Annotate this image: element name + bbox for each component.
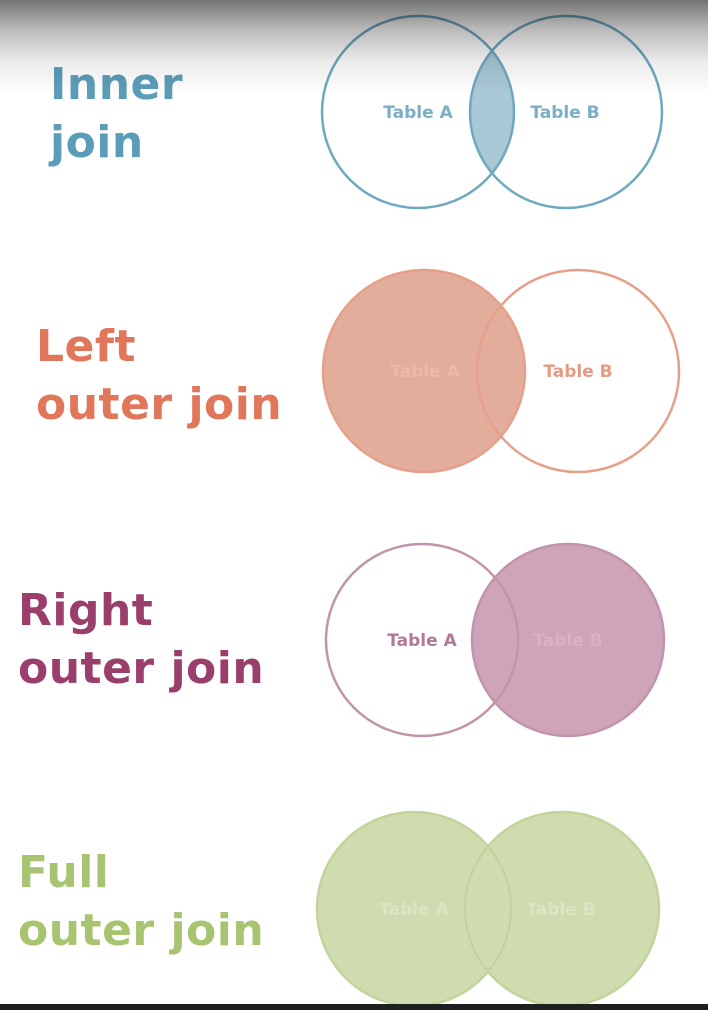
right-outer-join-circle-b-fill <box>472 544 664 736</box>
full-outer-join-circle-b-fill <box>465 812 659 1006</box>
right-outer-join-table-b-label: Table B <box>533 631 602 651</box>
left-outer-join-circle-a <box>321 268 527 474</box>
full-outer-join-title: Full outer join <box>18 844 264 960</box>
inner-join-venn-diagram: Table A Table B <box>320 14 664 210</box>
full-outer-join-table-a-label: Table A <box>379 900 449 920</box>
inner-join-table-a-label: Table A <box>383 103 453 123</box>
right-outer-join-circle-b <box>470 542 666 738</box>
right-outer-join-venn-diagram: Table A Table B <box>324 542 666 738</box>
left-outer-join-table-a-label: Table A <box>390 362 460 382</box>
left-outer-join-title-line1: Left <box>36 321 137 372</box>
full-outer-join-title-line1: Full <box>18 847 110 898</box>
right-outer-join-title-line2: outer join <box>18 643 265 694</box>
bottom-bar <box>0 1004 708 1010</box>
right-outer-join-title-line1: Right <box>18 585 154 636</box>
right-outer-join-table-a-label: Table A <box>387 631 457 651</box>
left-outer-join-title: Left outer join <box>36 318 282 434</box>
right-outer-join-title: Right outer join <box>18 582 264 698</box>
inner-join-table-b-label: Table B <box>530 103 599 123</box>
full-outer-join-title-line2: outer join <box>18 905 265 956</box>
full-outer-join-circle-a-fill <box>317 812 511 1006</box>
right-outer-join-circle-a <box>324 542 520 738</box>
inner-join-title-line2: join <box>50 117 144 168</box>
left-outer-join-circle-b <box>475 268 681 474</box>
full-outer-join-venn-diagram: Table A Table B <box>315 810 661 1008</box>
left-outer-join-circle-a-fill <box>323 270 525 472</box>
left-outer-join-venn-diagram: Table A Table B <box>321 268 681 474</box>
left-outer-join-title-line2: outer join <box>36 379 283 430</box>
left-outer-join-table-b-label: Table B <box>543 362 612 382</box>
full-outer-join-table-b-label: Table B <box>526 900 595 920</box>
